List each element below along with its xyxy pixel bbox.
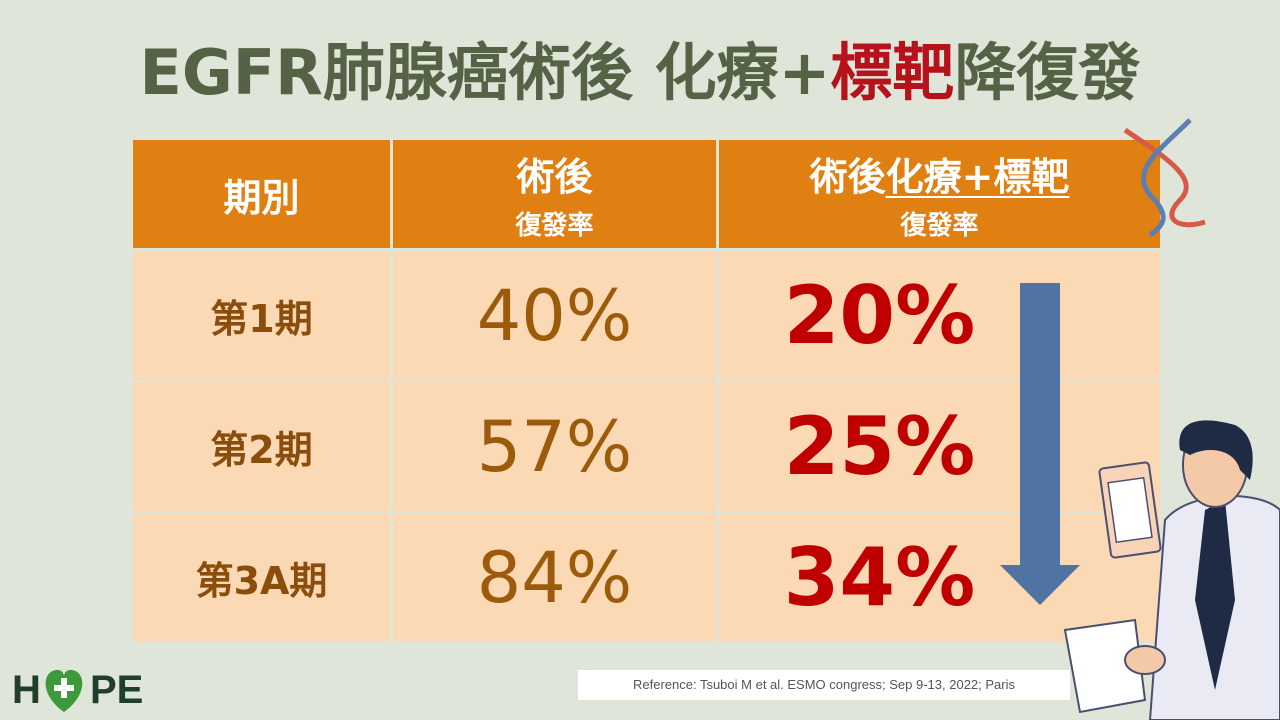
header-text: 期別	[223, 175, 300, 220]
header-sub: 復發率	[515, 211, 594, 241]
rate-value: 40%	[476, 274, 633, 357]
down-arrow	[1000, 283, 1080, 605]
header-text-part: 術後	[809, 155, 886, 199]
rate-value: 25%	[783, 400, 976, 493]
title-part: 降復發	[954, 36, 1141, 109]
doctor-illustration	[1063, 420, 1280, 720]
title: EGFR肺腺癌術後 化療+標靶降復發	[0, 22, 1280, 112]
table-cell: 40%	[393, 251, 716, 380]
table-cell: 34%	[719, 513, 1160, 642]
logo-text: PE	[90, 668, 144, 712]
table-cell: 第2期	[133, 382, 390, 511]
rate-value: 57%	[476, 405, 633, 488]
title-part: EGFR肺腺癌術後 化療+	[139, 36, 831, 109]
reference: Reference: Tsuboi M et al. ESMO congress…	[578, 670, 1070, 700]
logo-heart	[45, 669, 83, 712]
logo-text: H	[12, 668, 41, 712]
header-cell: 期別	[133, 140, 390, 248]
table-cell: 84%	[393, 513, 716, 642]
table-cell: 57%	[393, 382, 716, 511]
table-cell: 第1期	[133, 251, 390, 380]
rate-value: 34%	[783, 531, 976, 624]
header-sub: 復發率	[900, 211, 979, 241]
table-cell: 25%	[719, 382, 1160, 511]
table-cell: 20%	[719, 251, 1160, 380]
header-text-underlined: 化療+標靶	[885, 155, 1070, 199]
stage-label: 第1期	[210, 297, 313, 341]
rate-value: 84%	[476, 536, 633, 619]
stage-label: 第2期	[210, 428, 313, 472]
stage-label: 第3A期	[195, 559, 328, 603]
table-cell: 第3A期	[133, 513, 390, 642]
header-cell: 術後化療+標靶復發率	[719, 140, 1160, 248]
header-text: 術後	[516, 155, 593, 199]
rate-value: 20%	[783, 269, 976, 362]
dna-icon	[1123, 118, 1206, 238]
header-text: 術後化療+標靶	[810, 146, 1070, 201]
title-part: 標靶	[830, 36, 955, 109]
header-cell: 術後 復發率	[393, 140, 716, 248]
